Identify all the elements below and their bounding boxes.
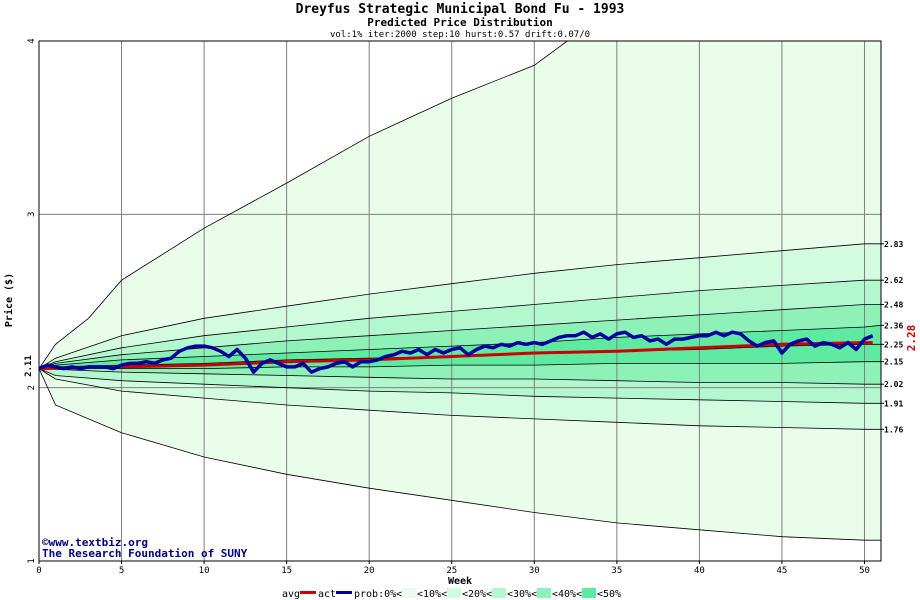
x-tick-label: 10 xyxy=(199,566,210,576)
legend-swatch-prob xyxy=(402,588,416,598)
percentile-curve xyxy=(39,279,881,369)
x-tick-label: 15 xyxy=(281,566,292,576)
x-tick-label: 40 xyxy=(694,566,705,576)
percentile-curve xyxy=(39,368,881,541)
chart-title: Dreyfus Strategic Municipal Bond Fu - 19… xyxy=(296,2,625,17)
credit-website: ©www.textbiz.org xyxy=(42,536,148,549)
percentile-end-label: 1.91 xyxy=(884,399,903,408)
percentile-curve xyxy=(39,368,881,404)
legend-swatch-avg xyxy=(300,591,316,594)
legend-label-b30: <30%< xyxy=(507,589,537,600)
x-tick-label: 5 xyxy=(119,566,124,576)
legend-label-b20: <20%< xyxy=(462,589,492,600)
credit-organization: The Research Foundation of SUNY xyxy=(42,547,248,560)
y-axis-label: Price ($) xyxy=(3,273,15,327)
x-tick-label: 30 xyxy=(529,566,540,576)
percentile-curve xyxy=(39,361,881,369)
y-tick-label: 1 xyxy=(27,558,37,563)
legend: avg act prob:0%< <10%< <20%< <30%< <40%< <50% xyxy=(282,588,621,600)
percentile-curve xyxy=(39,368,881,385)
avg-series-line xyxy=(39,341,873,371)
legend-swatch-act xyxy=(336,591,352,594)
legend-swatch-b20 xyxy=(492,588,506,598)
legend-label-b50: <50% xyxy=(597,589,621,600)
percentile-end-label: 2.15 xyxy=(884,358,903,367)
percentile-end-label: 1.76 xyxy=(884,425,903,434)
percentile-curve xyxy=(39,324,881,369)
y-tick-label: 3 xyxy=(27,212,37,217)
percentile-end-label: 2.36 xyxy=(884,321,903,330)
x-tick-label: 45 xyxy=(777,566,788,576)
percentile-end-label: 2.83 xyxy=(884,240,903,249)
legend-swatch-b10 xyxy=(447,588,461,598)
x-tick-label: 25 xyxy=(446,566,457,576)
percentile-end-label: 2.62 xyxy=(884,276,903,285)
legend-label-b10: <10%< xyxy=(417,589,447,600)
y-tick-label: 4 xyxy=(27,38,37,43)
percentile-end-label: 2.48 xyxy=(884,300,903,309)
plot-area: 2.83 2.62 2.48 2.36 2.25 2.15 2.02 1.91 1.76 0 5 10… xyxy=(27,38,903,576)
current-price-label: 2.28 xyxy=(905,325,918,352)
legend-label-prob: prob:0%< xyxy=(354,589,402,600)
percentile-end-label: 2.02 xyxy=(884,380,903,389)
legend-label-act: act xyxy=(318,589,336,600)
percentile-curve xyxy=(39,368,881,430)
chart-subtitle: Predicted Price Distribution xyxy=(367,16,552,29)
percentile-end-label: 2.25 xyxy=(884,340,903,349)
act-series-line xyxy=(39,330,874,374)
percentile-curve xyxy=(39,41,568,369)
legend-label-b40: <40%< xyxy=(552,589,582,600)
x-tick-label: 35 xyxy=(611,566,622,576)
start-price-label: 2.11 xyxy=(24,355,34,377)
legend-label-avg: avg xyxy=(282,589,300,600)
percentile-curve xyxy=(39,243,881,369)
x-tick-label: 20 xyxy=(364,566,375,576)
x-axis-label: Week xyxy=(448,576,472,587)
x-tick-label: 50 xyxy=(859,566,870,576)
y-tick-label: 2 xyxy=(27,385,37,390)
plot-frame xyxy=(38,40,882,562)
legend-swatch-b30 xyxy=(537,588,551,598)
chart-params: vol:1% iter:2000 step:10 hurst:0.57 drif… xyxy=(330,30,590,40)
x-tick-label: 0 xyxy=(36,566,41,576)
percentile-curve xyxy=(39,304,881,369)
legend-swatch-b40 xyxy=(582,588,596,598)
